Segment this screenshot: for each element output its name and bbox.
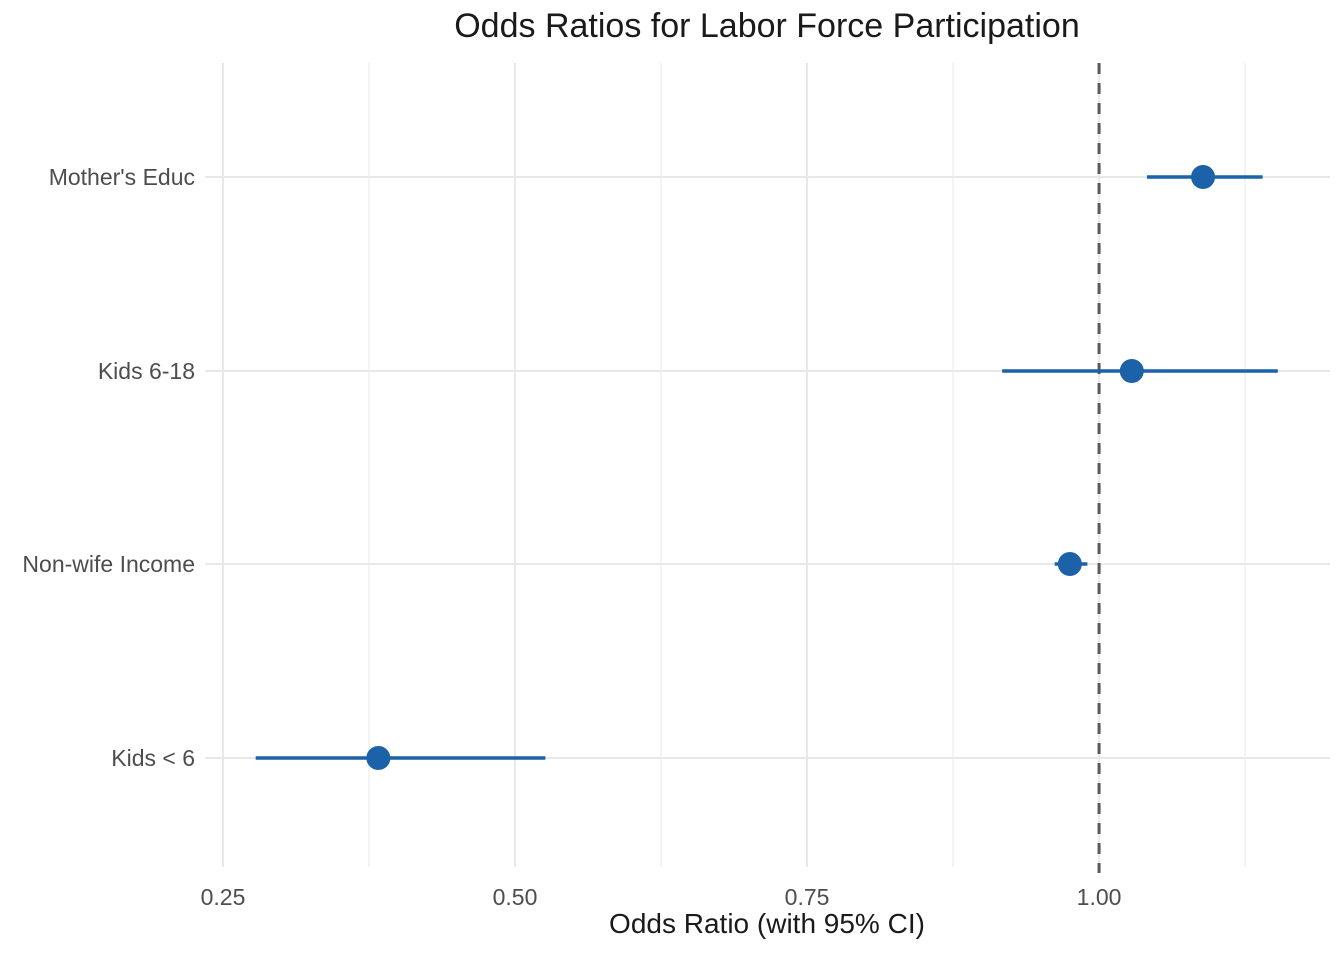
x-tick-label: 1.00 [1077, 884, 1122, 910]
x-tick-label: 0.75 [785, 884, 830, 910]
y-category-label: Mother's Educ [49, 164, 195, 190]
chart-title: Odds Ratios for Labor Force Participatio… [454, 7, 1080, 45]
odds-ratio-point [366, 746, 391, 770]
odds-ratio-point [1119, 359, 1144, 383]
y-category-label: Non-wife Income [22, 551, 195, 577]
y-category-label: Kids < 6 [111, 745, 195, 771]
odds-ratio-point [1057, 552, 1082, 576]
x-axis-title: Odds Ratio (with 95% CI) [609, 908, 925, 939]
x-tick-label: 0.50 [493, 884, 538, 910]
y-category-label: Kids 6-18 [98, 358, 195, 384]
x-tick-label: 0.25 [201, 884, 246, 910]
odds-ratio-point [1191, 165, 1216, 189]
